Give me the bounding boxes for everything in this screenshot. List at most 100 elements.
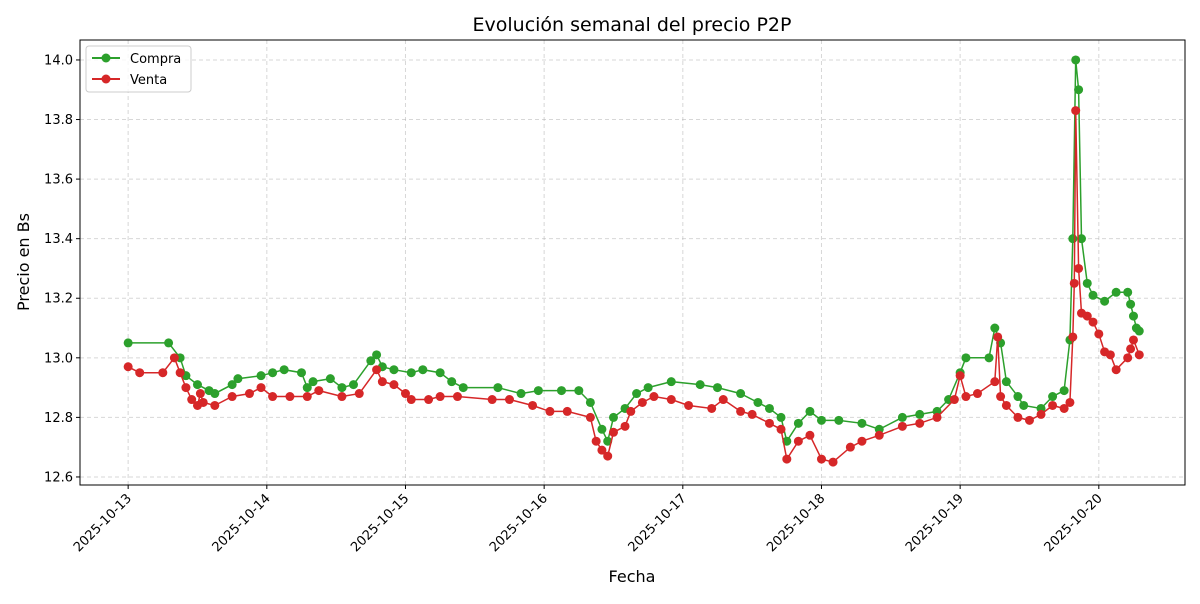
data-point-compra — [1019, 400, 1029, 410]
data-point-venta — [135, 368, 145, 378]
data-point-compra — [643, 383, 653, 393]
data-point-venta — [990, 377, 1000, 387]
data-point-compra — [279, 365, 289, 375]
data-point-venta — [972, 389, 982, 399]
data-point-venta — [1048, 400, 1058, 410]
y-tick-label: 13.6 — [44, 173, 73, 188]
data-point-venta — [302, 392, 312, 402]
x-tick-label: 2025-10-15 — [348, 491, 412, 555]
data-point-compra — [1059, 386, 1069, 396]
data-point-venta — [377, 377, 387, 387]
data-point-compra — [348, 380, 358, 390]
legend-label-compra: Compra — [130, 52, 181, 67]
data-point-compra — [816, 415, 826, 425]
data-point-venta — [435, 392, 445, 402]
grid — [80, 40, 1185, 485]
data-point-compra — [227, 380, 237, 390]
data-point-compra — [1048, 392, 1058, 402]
y-tick-label: 13.8 — [44, 113, 73, 128]
data-point-compra — [736, 389, 746, 399]
data-point-venta — [707, 403, 717, 413]
data-point-venta — [996, 392, 1006, 402]
data-point-compra — [1128, 311, 1138, 321]
data-point-venta — [1105, 350, 1115, 360]
data-point-venta — [932, 412, 942, 422]
data-point-venta — [1036, 409, 1046, 419]
data-point-compra — [805, 406, 815, 416]
data-point-compra — [585, 397, 595, 407]
x-tick-label: 2025-10-14 — [210, 491, 274, 555]
data-point-compra — [608, 412, 618, 422]
data-point-compra — [712, 383, 722, 393]
data-point-venta — [1071, 106, 1081, 116]
data-point-compra — [793, 418, 803, 428]
y-axis: 12.6 12.8 13.0 13.2 13.4 13.6 13.8 14.0 — [44, 53, 80, 485]
plot-frame — [79, 39, 1186, 486]
data-point-venta — [1065, 397, 1075, 407]
data-point-venta — [1059, 403, 1069, 413]
x-tick-label: 2025-10-16 — [487, 491, 551, 555]
data-point-compra — [296, 368, 306, 378]
data-point-venta — [123, 362, 133, 372]
data-point-compra — [1076, 234, 1086, 244]
x-tick-label: 2025-10-19 — [903, 491, 967, 555]
data-point-compra — [915, 409, 925, 419]
chart-title: Evolución semanal del precio P2P — [473, 14, 792, 36]
data-point-compra — [164, 338, 174, 348]
legend-marker-venta — [101, 74, 111, 84]
data-point-compra — [597, 424, 607, 434]
data-point-venta — [591, 436, 601, 446]
data-point-compra — [990, 323, 1000, 333]
y-tick-label: 13.4 — [44, 232, 73, 247]
data-point-venta — [1123, 353, 1133, 363]
data-point-venta — [227, 392, 237, 402]
data-point-venta — [845, 442, 855, 452]
data-point-compra — [366, 356, 376, 366]
data-point-compra — [603, 436, 613, 446]
data-point-venta — [949, 395, 959, 405]
data-point-venta — [268, 392, 278, 402]
y-tick-label: 13.0 — [44, 351, 73, 366]
data-point-venta — [504, 395, 514, 405]
data-point-venta — [1068, 332, 1078, 342]
data-point-compra — [308, 377, 318, 387]
data-point-compra — [556, 386, 566, 396]
data-point-compra — [695, 380, 705, 390]
data-point-compra — [516, 389, 526, 399]
data-point-compra — [1013, 392, 1023, 402]
data-point-venta — [955, 371, 965, 381]
data-point-compra — [1126, 299, 1136, 309]
data-point-compra — [325, 374, 335, 384]
data-point-compra — [961, 353, 971, 363]
data-point-compra — [1123, 287, 1133, 297]
x-tick-label: 2025-10-18 — [764, 491, 828, 555]
data-point-venta — [649, 392, 659, 402]
data-point-venta — [666, 395, 676, 405]
data-point-venta — [1074, 263, 1084, 273]
data-point-venta — [585, 412, 595, 422]
data-point-venta — [1126, 344, 1136, 354]
data-point-compra — [984, 353, 994, 363]
data-point-compra — [666, 377, 676, 387]
data-point-compra — [834, 415, 844, 425]
data-point-venta — [528, 400, 538, 410]
data-point-venta — [782, 454, 792, 464]
data-point-compra — [857, 418, 867, 428]
data-point-compra — [493, 383, 503, 393]
data-point-venta — [684, 400, 694, 410]
series-line-compra — [128, 59, 1140, 444]
data-point-venta — [915, 418, 925, 428]
data-point-venta — [545, 406, 555, 416]
data-point-venta — [452, 392, 462, 402]
data-point-compra — [210, 389, 220, 399]
data-point-venta — [389, 380, 399, 390]
data-point-compra — [256, 371, 266, 381]
data-point-venta — [406, 395, 416, 405]
legend-marker-compra — [101, 53, 111, 63]
data-point-compra — [389, 365, 399, 375]
data-point-compra — [458, 383, 468, 393]
data-point-venta — [175, 368, 185, 378]
data-point-venta — [372, 365, 382, 375]
data-point-venta — [195, 389, 205, 399]
